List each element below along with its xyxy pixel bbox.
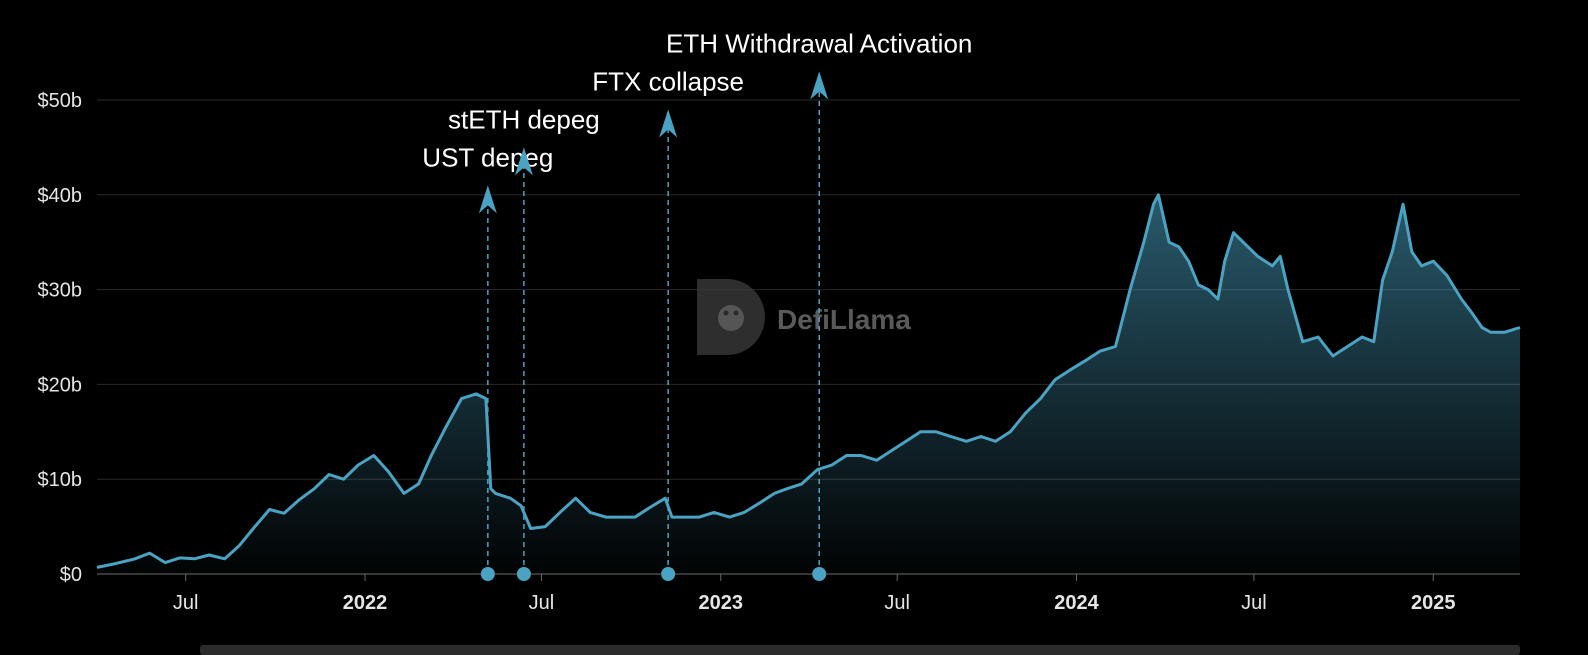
annotation-arrow-icon	[810, 71, 829, 100]
annotation-arrow-icon	[478, 185, 497, 214]
annotations: UST depeg stETH depeg FTX collapse ETH With…	[422, 29, 972, 581]
annotation-marker[interactable]	[661, 567, 676, 581]
x-tick-label: 2022	[343, 592, 388, 614]
y-tick-label: $50b	[38, 90, 83, 112]
x-tick-label: Jul	[884, 592, 910, 614]
x-tick-label: Jul	[173, 592, 199, 614]
annotation: UST depeg	[422, 142, 553, 581]
annotation-marker[interactable]	[812, 567, 827, 581]
annotation: FTX collapse	[592, 66, 744, 581]
watermark-text: DefiLlama	[777, 304, 911, 335]
y-tick-label: $30b	[38, 280, 83, 302]
annotation: ETH Withdrawal Activation	[666, 29, 972, 581]
x-tick-label: 2024	[1054, 592, 1099, 614]
tvl-line	[96, 193, 1521, 569]
annotation-arrow-icon	[514, 147, 533, 176]
annotation-label: ETH Withdrawal Activation	[666, 29, 972, 59]
y-tick-label: $0	[60, 564, 82, 586]
x-tick-label: Jul	[529, 592, 555, 614]
tvl-area	[97, 194, 1520, 575]
y-tick-label: $20b	[38, 374, 83, 396]
y-tick-label: $10b	[38, 469, 83, 491]
annotation-marker[interactable]	[480, 567, 495, 581]
annotation-marker[interactable]	[516, 567, 531, 581]
annotation-label: UST depeg	[422, 142, 553, 172]
x-axis: Jul 2022 Jul 2023 Jul 2024 Jul 2025	[173, 574, 1456, 614]
x-tick-label: Jul	[1241, 592, 1267, 614]
x-tick-label: 2025	[1411, 592, 1456, 614]
annotation-arrow-icon	[659, 109, 678, 138]
annotation: stETH depeg	[448, 104, 600, 581]
defillama-logo-icon	[697, 279, 765, 355]
annotation-label: FTX collapse	[592, 66, 744, 96]
watermark: DefiLlama	[697, 279, 911, 355]
horizontal-scrollbar[interactable]	[200, 645, 1520, 655]
x-tick-label: 2023	[699, 592, 744, 614]
annotation-label: stETH depeg	[448, 104, 600, 134]
y-tick-label: $40b	[38, 185, 83, 207]
